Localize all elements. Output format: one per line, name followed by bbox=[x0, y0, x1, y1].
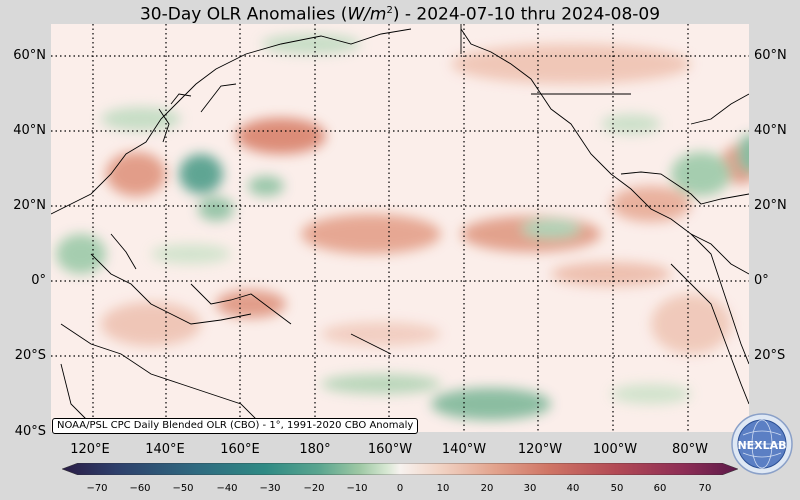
colorbar-tick: 0 bbox=[396, 483, 404, 494]
lon-label: 160°W bbox=[367, 442, 413, 457]
coastlines bbox=[51, 24, 749, 432]
lat-label-right: 0° bbox=[754, 273, 769, 288]
colorbar-tick: 20 bbox=[480, 483, 494, 494]
anomaly-field bbox=[51, 24, 749, 432]
lat-label-right: 20°N bbox=[754, 198, 787, 213]
lat-label-left: 40°N bbox=[13, 123, 46, 138]
lon-label: 120°W bbox=[517, 442, 563, 457]
lat-label-right: 20°S bbox=[754, 348, 786, 363]
colorbar-tick: 70 bbox=[698, 483, 712, 494]
lon-label: 180° bbox=[299, 442, 331, 457]
lat-label-right: 60°N bbox=[754, 48, 787, 63]
colorbar-tick: 40 bbox=[566, 483, 580, 494]
lat-label-left: 20°N bbox=[13, 198, 46, 213]
colorbar-tick: −50 bbox=[172, 483, 194, 494]
colorbar-tick: −30 bbox=[259, 483, 281, 494]
logo-text: NEXLAB bbox=[737, 439, 786, 452]
graticule bbox=[51, 24, 749, 432]
colorbar-tick: 10 bbox=[436, 483, 450, 494]
lon-label: 80°W bbox=[672, 442, 708, 457]
lat-label-left: 20°S bbox=[14, 348, 46, 363]
colorbar-tick: 30 bbox=[523, 483, 537, 494]
colorbar-tick: −20 bbox=[303, 483, 325, 494]
lat-label-left: 40°S bbox=[14, 424, 46, 439]
lon-label: 100°W bbox=[592, 442, 638, 457]
anomaly-map bbox=[51, 24, 749, 432]
colorbar-tick: 50 bbox=[610, 483, 624, 494]
map-title: 30-Day OLR Anomalies (W/m2) - 2024-07-10… bbox=[139, 4, 661, 25]
lon-label: 140°W bbox=[441, 442, 487, 457]
lon-label: 140°E bbox=[145, 442, 185, 457]
lon-label: 120°E bbox=[70, 442, 110, 457]
nexlab-logo[interactable]: NEXLAB bbox=[731, 413, 793, 475]
colorbar-tick: 60 bbox=[653, 483, 667, 494]
nexlab-globe-icon: NEXLAB bbox=[731, 413, 793, 475]
data-source-credit: NOAA/PSL CPC Daily Blended OLR (CBO) - 1… bbox=[52, 418, 419, 434]
lat-label-right: 40°N bbox=[754, 123, 787, 138]
lon-label: 160°E bbox=[220, 442, 260, 457]
colorbar-tick: −60 bbox=[129, 483, 151, 494]
lat-label-left: 60°N bbox=[13, 48, 46, 63]
colorbar bbox=[62, 463, 738, 475]
lat-label-left: 0° bbox=[31, 273, 46, 288]
colorbar-tick: −40 bbox=[216, 483, 238, 494]
colorbar-tick: −70 bbox=[86, 483, 108, 494]
colorbar-tick: −10 bbox=[346, 483, 368, 494]
